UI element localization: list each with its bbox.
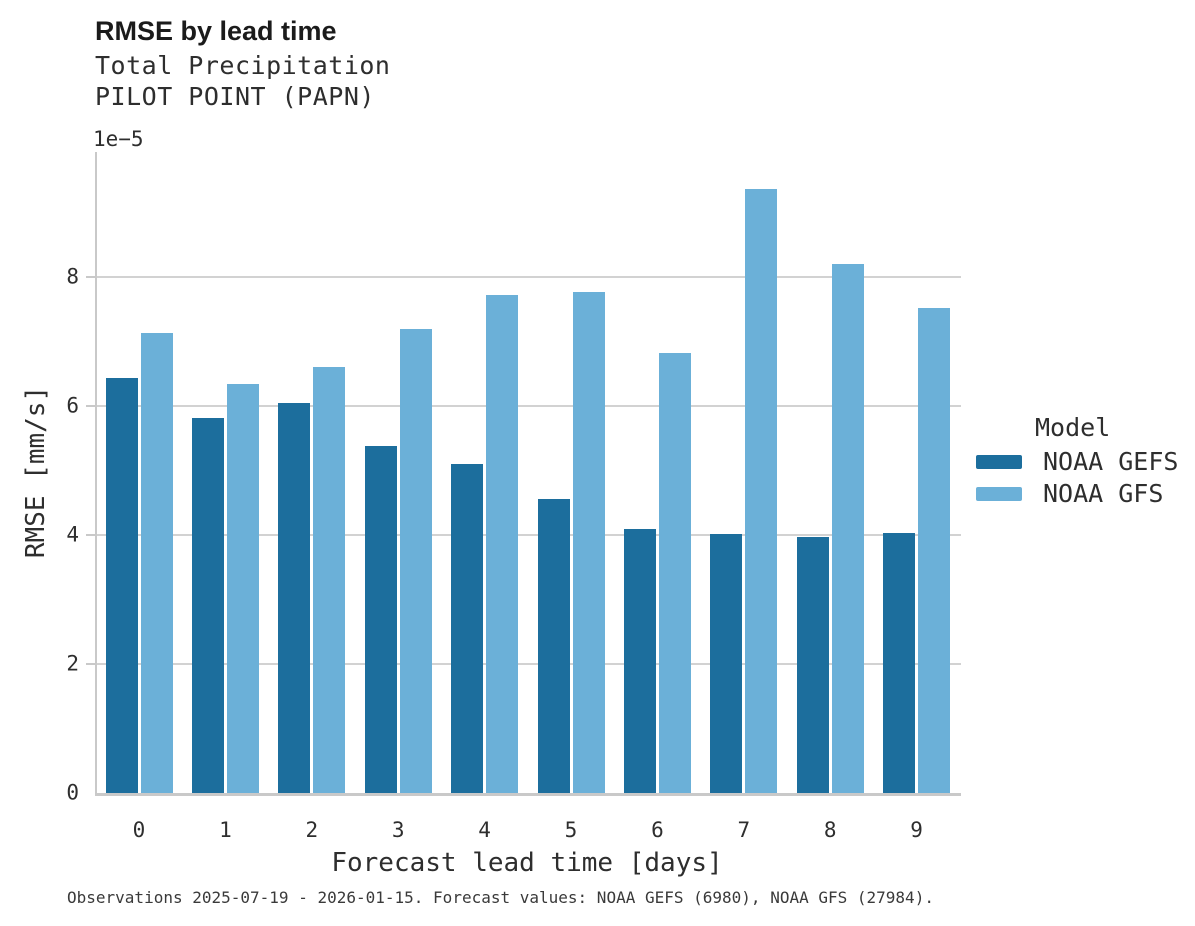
bar-noaa-gfs-day-8 [831,264,864,793]
bar-noaa-gefs-day-8 [796,537,829,793]
bar-noaa-gefs-day-6 [623,528,656,793]
legend-label-noaa-gefs: NOAA GEFS [1043,447,1179,476]
figure-caption: Observations 2025-07-19 - 2026-01-15. Fo… [67,888,934,907]
gridline-y-6 [97,405,961,408]
chart-title: RMSE by lead time [95,16,337,46]
chart-subtitle-variable: Total Precipitation [95,51,391,80]
y-tick-label-6: 6 [66,393,79,418]
y-tick-mark-4 [86,534,95,537]
y-axis-label: RMSE [mm/s] [21,385,51,559]
x-tick-label-6: 6 [651,818,664,842]
gridline-y-8 [97,276,961,279]
bar-noaa-gefs-day-9 [883,532,916,793]
x-tick-label-1: 1 [219,818,232,842]
y-axis-offset-label: 1e−5 [93,127,144,151]
bar-noaa-gefs-day-1 [191,417,224,793]
bar-noaa-gefs-day-3 [364,446,397,793]
x-tick-label-0: 0 [132,818,146,842]
bar-noaa-gefs-day-2 [278,402,311,793]
legend-label-noaa-gfs: NOAA GFS [1043,479,1164,508]
bar-noaa-gfs-day-7 [745,188,778,793]
gridline-y-2 [97,663,961,666]
x-tick-label-4: 4 [478,818,491,842]
y-tick-label-8: 8 [66,264,79,289]
bar-noaa-gfs-day-3 [399,328,432,793]
legend-item-noaa-gefs: NOAA GEFS [976,447,1178,476]
x-tick-label-9: 9 [910,818,923,842]
bar-noaa-gfs-day-6 [658,353,691,793]
bar-noaa-gefs-day-4 [451,464,484,793]
y-tick-mark-6 [86,405,95,408]
legend-title: Model [1035,413,1111,442]
chart-subtitle-station: PILOT POINT (PAPN) [95,82,375,111]
y-tick-mark-8 [86,276,95,279]
bar-noaa-gfs-day-2 [313,367,346,793]
bar-noaa-gfs-day-5 [572,291,605,793]
x-tick-label-7: 7 [737,818,751,842]
legend-swatch-noaa-gefs-icon [976,454,1022,469]
plot-area: 0 2 4 6 8 0 1 2 3 4 5 6 7 8 9 [66,152,961,841]
y-tick-mark-2 [86,663,95,666]
bar-noaa-gefs-day-0 [105,378,138,793]
bar-noaa-gefs-day-5 [537,498,570,793]
y-tick-label-4: 4 [66,522,79,547]
bar-noaa-gfs-day-1 [226,384,259,793]
y-tick-label-2: 2 [66,651,79,676]
bar-noaa-gefs-day-7 [710,533,743,793]
legend-item-noaa-gfs: NOAA GFS [976,479,1178,508]
bar-noaa-gfs-day-4 [486,295,519,793]
legend: Model NOAA GEFS NOAA GFS [976,413,1178,518]
legend-swatch-noaa-gfs-icon [976,486,1022,501]
x-tick-label-2: 2 [305,818,319,842]
x-tick-label-5: 5 [564,818,578,842]
y-tick-label-0: 0 [66,780,79,805]
bar-noaa-gfs-day-0 [140,332,173,793]
bar-noaa-gfs-day-9 [918,308,951,793]
x-axis-label: Forecast lead time [days] [331,848,723,878]
gridline-y-4 [97,534,961,537]
x-tick-label-3: 3 [391,818,405,842]
x-tick-label-8: 8 [823,818,837,842]
